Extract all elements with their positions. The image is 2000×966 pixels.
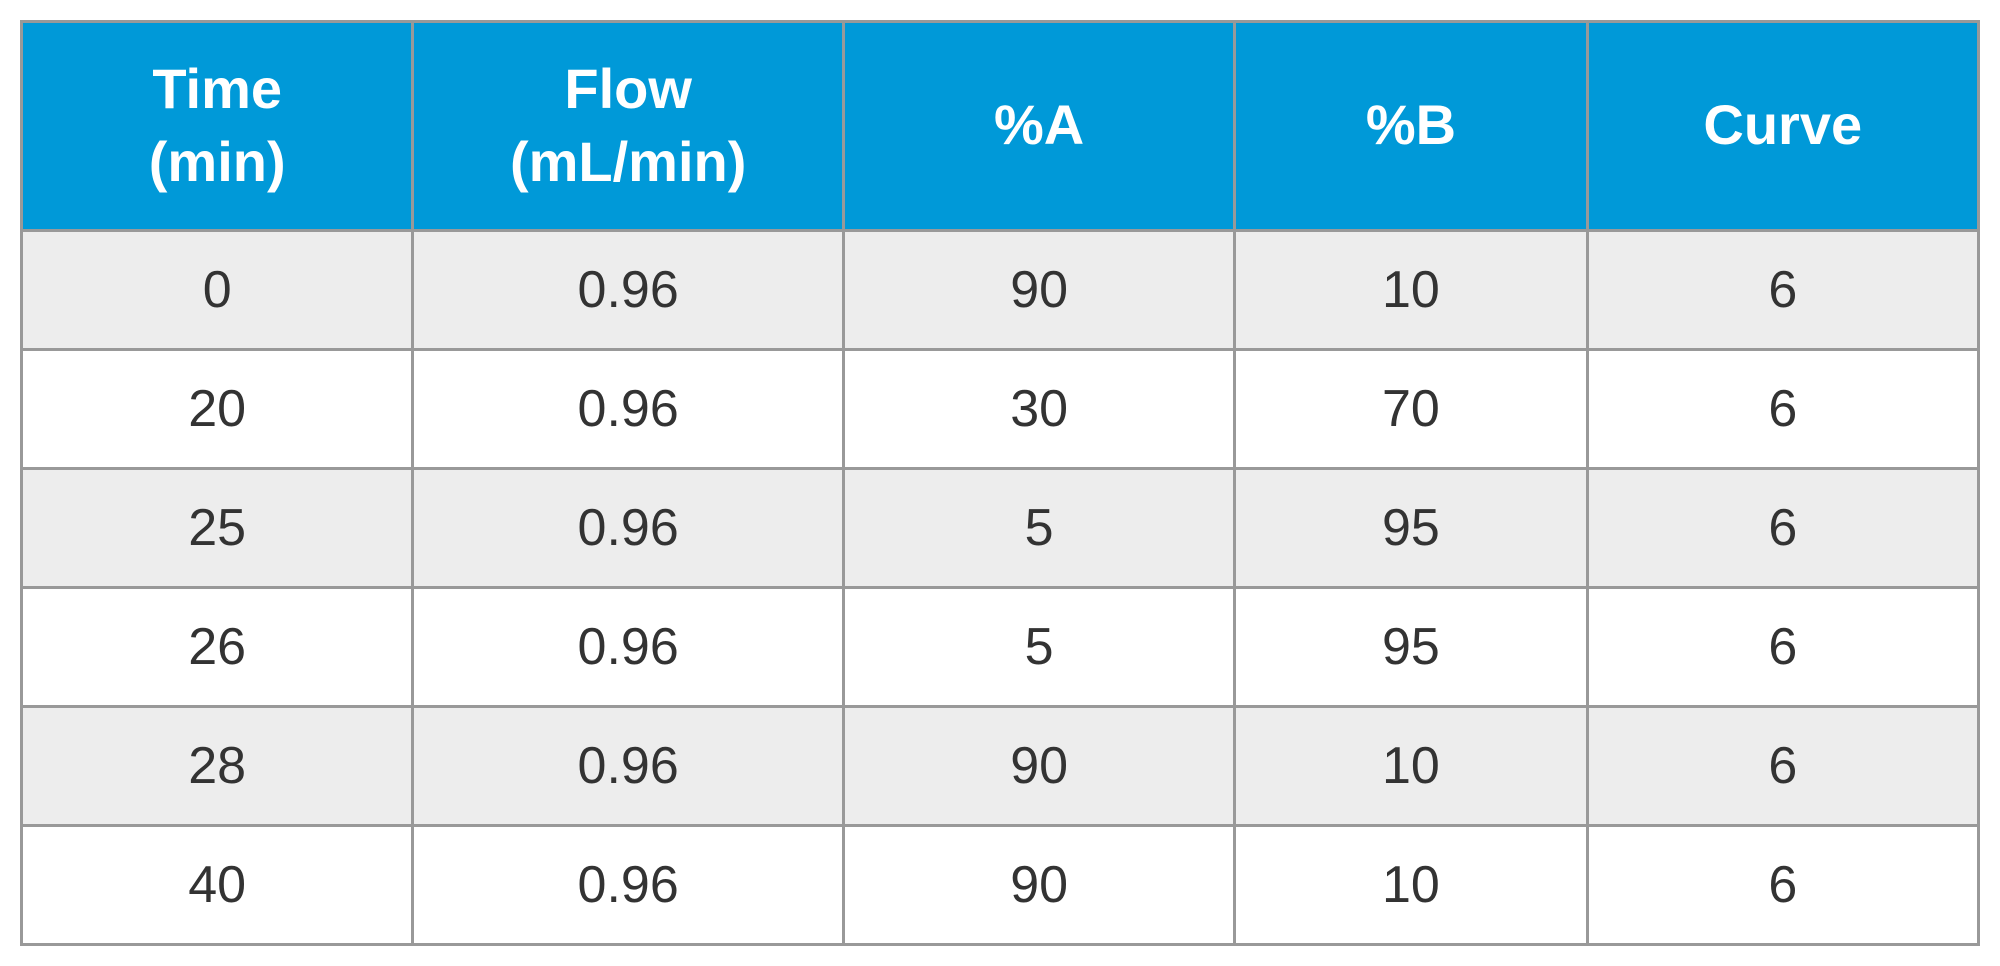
cell-percent-b: 95 <box>1235 468 1587 587</box>
header-time-label2: (min) <box>149 130 286 193</box>
table-header: Time (min) Flow (mL/min) %A %B Curve <box>22 22 1979 231</box>
table-row: 20 0.96 30 70 6 <box>22 349 1979 468</box>
header-curve-label: Curve <box>1703 93 1862 156</box>
cell-curve: 6 <box>1587 706 1978 825</box>
header-flow: Flow (mL/min) <box>413 22 844 231</box>
cell-percent-a: 5 <box>843 468 1234 587</box>
cell-curve: 6 <box>1587 349 1978 468</box>
cell-time: 26 <box>22 587 413 706</box>
table-row: 25 0.96 5 95 6 <box>22 468 1979 587</box>
header-b-label: %B <box>1366 93 1456 156</box>
cell-percent-a: 90 <box>843 230 1234 349</box>
cell-time: 40 <box>22 825 413 944</box>
table-body: 0 0.96 90 10 6 20 0.96 30 70 6 25 0.96 5… <box>22 230 1979 944</box>
header-row: Time (min) Flow (mL/min) %A %B Curve <box>22 22 1979 231</box>
header-flow-label2: (mL/min) <box>510 130 746 193</box>
cell-percent-b: 95 <box>1235 587 1587 706</box>
cell-curve: 6 <box>1587 230 1978 349</box>
cell-time: 28 <box>22 706 413 825</box>
cell-flow: 0.96 <box>413 468 844 587</box>
cell-flow: 0.96 <box>413 825 844 944</box>
cell-curve: 6 <box>1587 587 1978 706</box>
table-row: 28 0.96 90 10 6 <box>22 706 1979 825</box>
cell-flow: 0.96 <box>413 706 844 825</box>
cell-percent-a: 90 <box>843 706 1234 825</box>
header-curve: Curve <box>1587 22 1978 231</box>
gradient-table-container: Time (min) Flow (mL/min) %A %B Curve <box>20 20 1980 946</box>
header-time-label1: Time <box>152 57 282 120</box>
cell-percent-a: 5 <box>843 587 1234 706</box>
cell-flow: 0.96 <box>413 349 844 468</box>
cell-time: 0 <box>22 230 413 349</box>
cell-percent-b: 70 <box>1235 349 1587 468</box>
table-row: 26 0.96 5 95 6 <box>22 587 1979 706</box>
table-row: 40 0.96 90 10 6 <box>22 825 1979 944</box>
cell-flow: 0.96 <box>413 230 844 349</box>
cell-percent-b: 10 <box>1235 230 1587 349</box>
header-percent-a: %A <box>843 22 1234 231</box>
cell-curve: 6 <box>1587 825 1978 944</box>
header-time: Time (min) <box>22 22 413 231</box>
table-row: 0 0.96 90 10 6 <box>22 230 1979 349</box>
cell-percent-a: 30 <box>843 349 1234 468</box>
cell-percent-a: 90 <box>843 825 1234 944</box>
header-a-label: %A <box>994 93 1084 156</box>
cell-percent-b: 10 <box>1235 825 1587 944</box>
cell-time: 25 <box>22 468 413 587</box>
cell-percent-b: 10 <box>1235 706 1587 825</box>
gradient-table: Time (min) Flow (mL/min) %A %B Curve <box>20 20 1980 946</box>
cell-curve: 6 <box>1587 468 1978 587</box>
header-percent-b: %B <box>1235 22 1587 231</box>
header-flow-label1: Flow <box>564 57 692 120</box>
cell-time: 20 <box>22 349 413 468</box>
cell-flow: 0.96 <box>413 587 844 706</box>
